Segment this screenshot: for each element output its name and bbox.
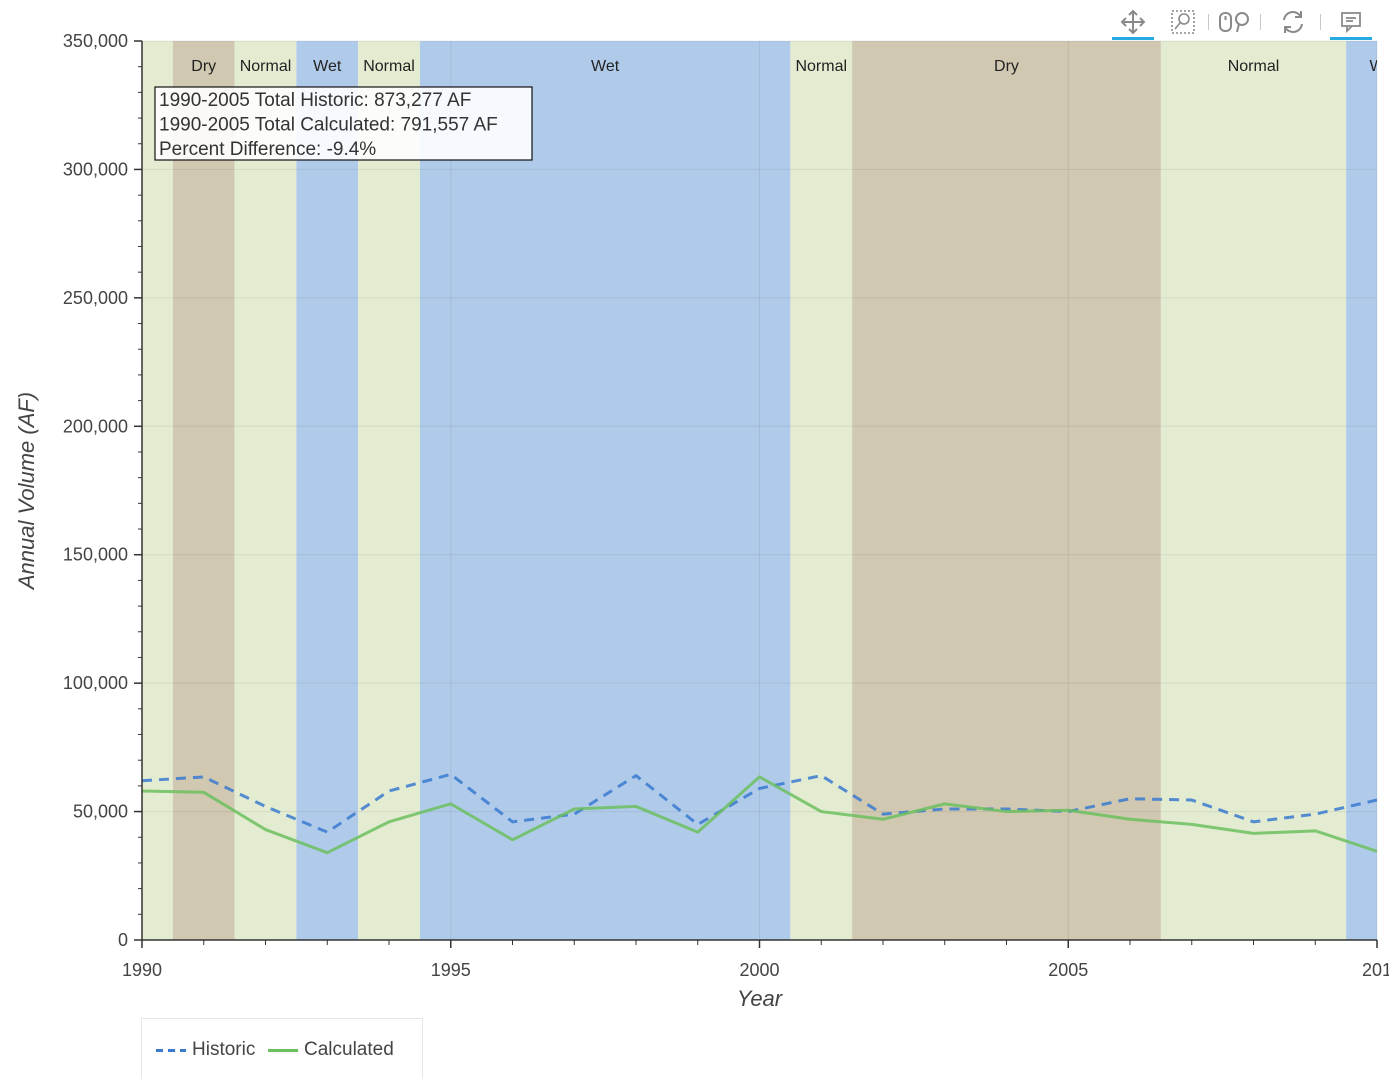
summary-line-3: Percent Difference: -9.4% xyxy=(159,139,376,160)
year-type-bands xyxy=(142,41,1377,940)
x-axis-label: Year xyxy=(737,986,784,1011)
band-normal xyxy=(358,41,420,940)
calculated-swatch xyxy=(268,1048,298,1052)
reset-tool-button[interactable] xyxy=(1270,4,1316,40)
y-tick-label: 200,000 xyxy=(63,416,128,436)
hover-tool-button[interactable] xyxy=(1328,4,1374,40)
band-label: W xyxy=(1369,58,1385,75)
band-normal xyxy=(1160,41,1347,940)
wheel-zoom-icon xyxy=(1219,12,1249,33)
summary-box: 1990-2005 Total Historic: 873,277 AF 1990… xyxy=(154,86,533,161)
hover-icon xyxy=(1341,12,1361,34)
band-wet xyxy=(296,41,359,940)
band-normal xyxy=(234,41,297,940)
y-tick-label: 100,000 xyxy=(63,673,128,693)
pan-icon xyxy=(1120,9,1146,35)
legend-label-calculated: Calculated xyxy=(304,1039,394,1060)
y-tick-label: 0 xyxy=(118,930,128,950)
band-normal xyxy=(790,41,853,940)
band-label: Normal xyxy=(1228,58,1280,75)
band-labels: Dry Normal Wet Normal Wet Normal Dry Normal W xyxy=(191,58,1385,75)
pan-tool-button[interactable] xyxy=(1110,4,1156,40)
y-tick-label: 250,000 xyxy=(63,288,128,308)
band-wet xyxy=(1346,41,1377,940)
summary-box-frame xyxy=(154,86,533,161)
summary-line-1: 1990-2005 Total Historic: 873,277 AF xyxy=(159,90,471,111)
band-label: Normal xyxy=(795,58,847,75)
legend-item-historic[interactable]: Historic xyxy=(156,1039,255,1061)
x-tick-label: 201 xyxy=(1362,960,1389,980)
series-lines xyxy=(142,772,1377,855)
band-label: Wet xyxy=(591,58,620,75)
x-tick-label: 1990 xyxy=(122,960,162,980)
y-tick-label: 150,000 xyxy=(63,545,128,565)
legend-item-calculated[interactable]: Calculated xyxy=(268,1039,394,1061)
series-line-historic[interactable] xyxy=(142,772,1377,834)
band-label: Normal xyxy=(363,58,415,75)
box-zoom-icon xyxy=(1171,10,1195,34)
x-tick-label: 2005 xyxy=(1048,960,1088,980)
band-label: Dry xyxy=(191,58,216,75)
box-zoom-tool-button[interactable] xyxy=(1160,4,1206,40)
band-wet xyxy=(419,41,791,940)
band-label: Normal xyxy=(240,58,292,75)
summary-line-2: 1990-2005 Total Calculated: 791,557 AF xyxy=(159,115,498,136)
y-tick-label: 50,000 xyxy=(73,802,128,822)
axes: 0 50,000 100,000 150,000 200,000 250,000 300,0… xyxy=(14,31,1389,1011)
y-tick-label: 350,000 xyxy=(63,31,128,51)
band-dry xyxy=(172,41,235,940)
y-tick-label: 300,000 xyxy=(63,159,128,179)
reset-icon xyxy=(1283,11,1303,33)
legend-label-historic: Historic xyxy=(192,1039,256,1060)
x-tick-label: 1995 xyxy=(431,960,471,980)
historic-swatch xyxy=(156,1048,186,1052)
band-label: Wet xyxy=(313,58,342,75)
band-dry xyxy=(852,41,1161,940)
chart-toolbar xyxy=(1108,2,1383,42)
band-label: Dry xyxy=(994,58,1019,75)
x-tick-label: 2000 xyxy=(739,960,779,980)
y-axis-label: Annual Volume (AF) xyxy=(14,392,39,591)
series-line-calculated[interactable] xyxy=(142,775,1377,855)
chart-legend[interactable]: Historic Calculated xyxy=(141,1018,423,1079)
wheel-zoom-tool-button[interactable] xyxy=(1212,4,1258,40)
